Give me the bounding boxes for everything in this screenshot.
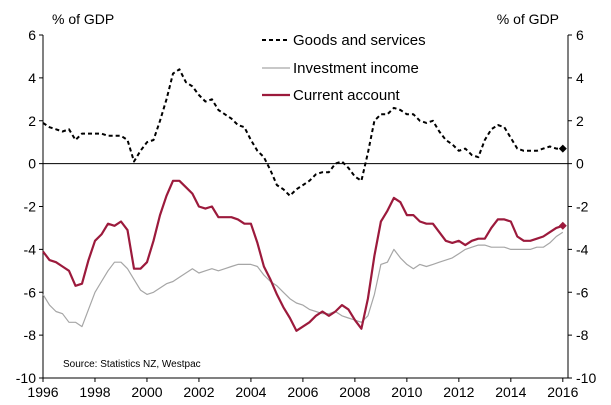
x-tick-label: 2006 bbox=[287, 384, 318, 400]
y-tick-label-left: -4 bbox=[24, 241, 37, 257]
series-line-investment-income bbox=[42, 231, 564, 328]
y-tick-label-left: 2 bbox=[28, 113, 36, 129]
right-unit-label: % of GDP bbox=[497, 11, 559, 27]
left-unit-label: % of GDP bbox=[52, 11, 114, 27]
x-tick-label: 2016 bbox=[547, 384, 578, 400]
legend-label: Investment income bbox=[293, 60, 419, 77]
x-tick-label: 2010 bbox=[391, 384, 422, 400]
y-tick-label-right: -6 bbox=[576, 284, 589, 300]
series-line-current-account bbox=[42, 179, 564, 332]
x-tick-label: 2002 bbox=[183, 384, 214, 400]
end-marker-current-account bbox=[558, 221, 567, 230]
y-tick-label-right: -4 bbox=[576, 241, 589, 257]
x-tick-label: 2004 bbox=[235, 384, 266, 400]
series-lines bbox=[42, 68, 567, 332]
legend-label: Current account bbox=[293, 87, 401, 104]
y-tick-label-right: 4 bbox=[576, 70, 584, 86]
source-note: Source: Statistics NZ, Westpac bbox=[63, 359, 201, 370]
x-tick-label: 1996 bbox=[27, 384, 58, 400]
y-tick-label-right: -10 bbox=[576, 370, 596, 386]
y-tick-label-right: 6 bbox=[576, 27, 584, 43]
end-marker-goods-and-services bbox=[558, 144, 567, 153]
legend: Goods and services Investment income Curre… bbox=[262, 32, 426, 104]
y-tick-label-right: 0 bbox=[576, 156, 584, 172]
y-tick-label-left: 4 bbox=[28, 70, 36, 86]
x-tick-label: 2000 bbox=[131, 384, 162, 400]
x-tick-label: 2014 bbox=[495, 384, 526, 400]
legend-label: Goods and services bbox=[293, 32, 426, 49]
x-tick-label: 2012 bbox=[443, 384, 474, 400]
y-tick-label-left: -2 bbox=[24, 199, 37, 215]
axis-ticks bbox=[39, 34, 572, 382]
y-tick-label-left: -6 bbox=[24, 284, 37, 300]
y-tick-label-right: 2 bbox=[576, 113, 584, 129]
y-tick-label-right: -8 bbox=[576, 327, 589, 343]
y-tick-label-right: -2 bbox=[576, 199, 589, 215]
x-tick-label: 2008 bbox=[339, 384, 370, 400]
y-tick-label-left: -10 bbox=[16, 370, 36, 386]
y-tick-label-left: 0 bbox=[28, 156, 36, 172]
x-tick-label: 1998 bbox=[79, 384, 110, 400]
series-line-goods-and-services bbox=[42, 68, 563, 197]
y-tick-label-left: -8 bbox=[24, 327, 37, 343]
y-tick-label-left: 6 bbox=[28, 27, 36, 43]
